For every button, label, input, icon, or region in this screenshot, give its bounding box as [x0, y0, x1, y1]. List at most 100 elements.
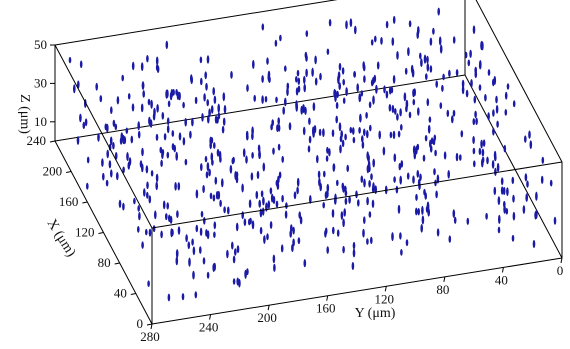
data-point: [114, 152, 118, 160]
data-point: [261, 207, 265, 216]
data-point: [374, 35, 377, 43]
data-point: [173, 144, 176, 153]
data-point: [149, 119, 153, 128]
data-point: [363, 216, 366, 224]
data-point: [305, 68, 308, 78]
data-point: [185, 234, 188, 243]
data-point: [436, 228, 440, 237]
data-point: [470, 79, 473, 88]
data-point: [215, 190, 219, 200]
data-point: [342, 245, 345, 254]
data-point: [441, 84, 444, 92]
data-point: [289, 229, 293, 238]
data-point: [253, 94, 256, 102]
data-point: [298, 211, 302, 219]
data-point: [251, 220, 255, 230]
data-point: [297, 237, 301, 245]
data-point: [332, 163, 336, 171]
x-tick-mark: [49, 140, 56, 143]
data-point: [415, 193, 418, 201]
data-point: [354, 25, 357, 35]
data-point: [303, 83, 307, 93]
data-point: [443, 151, 447, 160]
data-point: [385, 90, 389, 99]
data-point: [342, 184, 345, 193]
data-point: [532, 240, 536, 248]
data-point: [428, 116, 432, 123]
data-point: [339, 135, 343, 143]
data-point: [202, 185, 205, 193]
data-point: [411, 68, 415, 78]
data-point: [234, 171, 237, 180]
data-point: [503, 144, 507, 153]
data-point: [326, 146, 329, 154]
data-point: [469, 49, 472, 58]
data-point: [322, 202, 326, 209]
data-point: [141, 241, 144, 249]
data-point: [281, 194, 284, 203]
x-tick-label: 160: [59, 194, 79, 209]
data-point: [266, 57, 269, 65]
data-point: [505, 208, 509, 215]
data-point: [493, 186, 497, 196]
data-point: [259, 208, 263, 218]
data-point: [333, 88, 336, 98]
data-point: [446, 109, 450, 117]
data-point: [165, 213, 168, 221]
data-point: [388, 86, 392, 95]
data-point: [429, 145, 433, 153]
data-point: [497, 226, 501, 234]
data-point: [429, 65, 433, 73]
data-point: [331, 129, 335, 137]
data-point: [366, 151, 370, 161]
data-point: [522, 205, 526, 214]
data-point: [369, 124, 372, 132]
data-point: [216, 148, 220, 157]
data-point: [127, 93, 131, 100]
data-point: [493, 75, 497, 85]
data-point: [223, 206, 226, 214]
data-point: [324, 191, 328, 200]
data-point: [442, 73, 445, 81]
x-tick-mark: [66, 171, 72, 173]
data-point: [352, 248, 356, 258]
data-point: [406, 172, 410, 180]
data-point: [155, 133, 159, 141]
data-point: [308, 135, 312, 144]
data-point: [426, 201, 430, 210]
data-point: [86, 156, 90, 164]
data-point: [304, 106, 307, 115]
y-tick-mark: [560, 257, 563, 264]
data-point: [284, 97, 287, 107]
data-point: [177, 226, 181, 235]
data-point: [272, 254, 276, 264]
box-edge-x-0: [464, 74, 563, 259]
box-edge-x-1: [475, 0, 563, 163]
data-point: [303, 75, 306, 85]
data-point: [448, 69, 451, 77]
data-point: [282, 106, 286, 115]
data-point: [204, 71, 207, 80]
data-point: [271, 119, 275, 127]
data-point: [127, 161, 131, 170]
data-point: [101, 158, 104, 167]
data-point: [396, 51, 399, 60]
data-point: [261, 95, 264, 104]
data-point: [464, 51, 468, 59]
data-point: [500, 177, 504, 186]
data-point: [512, 100, 516, 108]
data-point: [439, 102, 443, 109]
data-point: [141, 147, 144, 157]
data-point: [161, 112, 165, 120]
data-point: [311, 67, 314, 77]
data-point: [145, 228, 148, 236]
data-point: [155, 181, 158, 191]
data-point: [323, 170, 326, 178]
data-point: [219, 199, 222, 207]
data-point: [363, 128, 366, 137]
data-point: [275, 179, 279, 187]
data-point: [389, 131, 393, 139]
data-point: [232, 255, 236, 264]
data-point: [338, 82, 342, 90]
box-edge-y-6: [54, 74, 466, 142]
